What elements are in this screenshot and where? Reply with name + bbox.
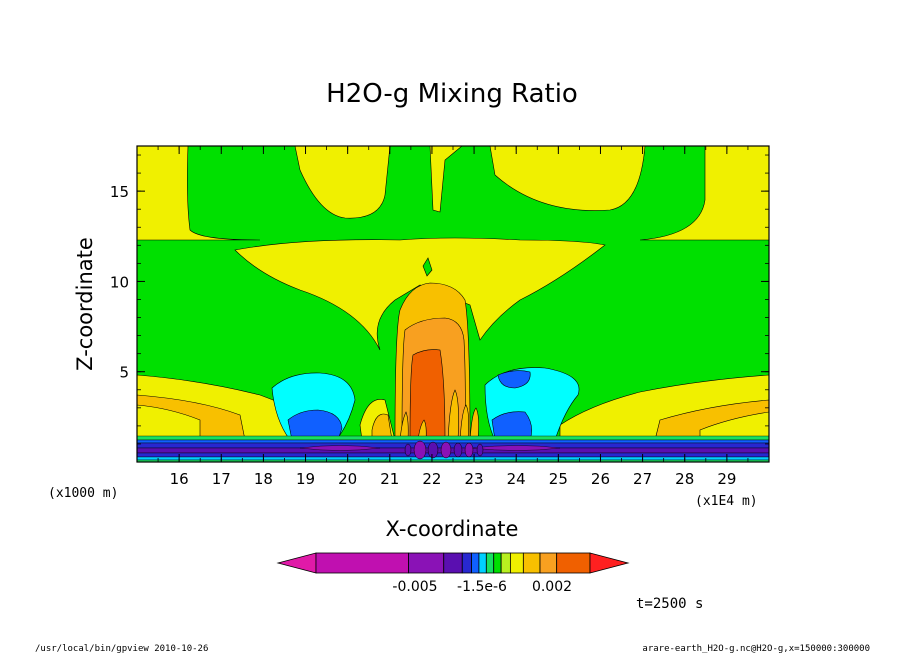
x-tick-label: 28 bbox=[675, 470, 694, 488]
x-axis-label: X-coordinate bbox=[386, 517, 519, 541]
region-yellow-upper-far-right bbox=[639, 146, 769, 241]
region-yellow-upper-right bbox=[489, 146, 646, 211]
band-navy bbox=[137, 442, 769, 449]
axis-ticks: 16 17 18 19 20 21 22 23 24 25 26 27 28 29 5 10 15 bbox=[110, 146, 770, 488]
region-blue-left bbox=[287, 409, 343, 441]
x-tick-label: 24 bbox=[507, 470, 526, 488]
y-tick-label: 15 bbox=[110, 183, 129, 201]
band-blue bbox=[137, 439, 769, 444]
colorbar-segment bbox=[539, 552, 558, 574]
region-yellow-wing bbox=[234, 237, 606, 351]
x-tick-label: 16 bbox=[170, 470, 189, 488]
y-axis-label: Z-coordinate bbox=[73, 237, 97, 371]
x-tick-label: 29 bbox=[717, 470, 736, 488]
x-tick-label: 20 bbox=[338, 470, 357, 488]
colorbar-segment bbox=[408, 552, 445, 574]
x-tick-label: 25 bbox=[549, 470, 568, 488]
colorbar-label: -0.005 bbox=[392, 579, 437, 595]
y-tick-label: 10 bbox=[110, 273, 129, 291]
colorbar-labels: -0.005 -1.5e-6 0.002 bbox=[392, 579, 572, 595]
band-navy-lower bbox=[137, 452, 769, 458]
region-blue-right-upper bbox=[497, 370, 531, 389]
colorbar-right-arrow bbox=[589, 552, 630, 574]
x-tick-label: 18 bbox=[254, 470, 273, 488]
surface-ovals bbox=[404, 440, 484, 460]
colorbar-segment bbox=[509, 552, 524, 574]
colorbar bbox=[276, 552, 630, 574]
plume-filaments bbox=[399, 389, 479, 441]
colorbar-segment bbox=[471, 552, 480, 574]
y-tick-label: 5 bbox=[119, 364, 129, 382]
colorbar-left-arrow bbox=[276, 552, 317, 574]
x-tick-label: 22 bbox=[422, 470, 441, 488]
x-tick-label: 21 bbox=[380, 470, 399, 488]
footer-left: /usr/local/bin/gpview 2010-10-26 bbox=[35, 644, 208, 654]
region-blue-right-lower bbox=[491, 411, 532, 441]
chart-title: H2O-g Mixing Ratio bbox=[326, 79, 578, 109]
x-tick-label: 23 bbox=[465, 470, 484, 488]
band-indigo bbox=[137, 447, 769, 454]
time-label: t=2500 s bbox=[636, 596, 703, 612]
plot-area: 16 17 18 19 20 21 22 23 24 25 26 27 28 29 5 10 15 bbox=[110, 145, 770, 488]
colorbar-segment bbox=[485, 552, 495, 574]
region-darkorange-plume bbox=[409, 349, 446, 441]
band-lightgreen bbox=[137, 435, 769, 441]
x-tick-label: 27 bbox=[633, 470, 652, 488]
footer-right: arare-earth_H2O-g.nc@H2O-g,x=150000:3000… bbox=[642, 644, 870, 654]
colorbar-segment bbox=[461, 552, 472, 574]
colorbar-segment bbox=[500, 552, 511, 574]
colorbar-label: 0.002 bbox=[532, 579, 572, 595]
colorbar-segment bbox=[522, 552, 541, 574]
band-purple-right bbox=[469, 445, 561, 451]
region-yellow-upper-left bbox=[137, 146, 261, 241]
colorbar-segment bbox=[478, 552, 487, 574]
y-axis-unit: (x1000 m) bbox=[48, 486, 118, 501]
colorbar-label: -1.5e-6 bbox=[457, 579, 507, 595]
colorbar-segment bbox=[556, 552, 591, 574]
x-axis-unit: (x1E4 m) bbox=[695, 494, 758, 509]
colorbar-segment bbox=[443, 552, 463, 574]
band-purple-left bbox=[299, 445, 381, 451]
region-yellow-upper-center bbox=[294, 146, 391, 219]
region-yellow-upper-narrow bbox=[429, 146, 463, 213]
contour-field bbox=[137, 146, 769, 462]
x-tick-label: 19 bbox=[296, 470, 315, 488]
region-green-island bbox=[422, 257, 433, 277]
region-yellow-lower-left-inner bbox=[137, 404, 201, 441]
x-tick-label: 17 bbox=[212, 470, 231, 488]
colorbar-segment bbox=[315, 552, 409, 574]
x-tick-label: 26 bbox=[591, 470, 610, 488]
colorbar-segment bbox=[493, 552, 502, 574]
